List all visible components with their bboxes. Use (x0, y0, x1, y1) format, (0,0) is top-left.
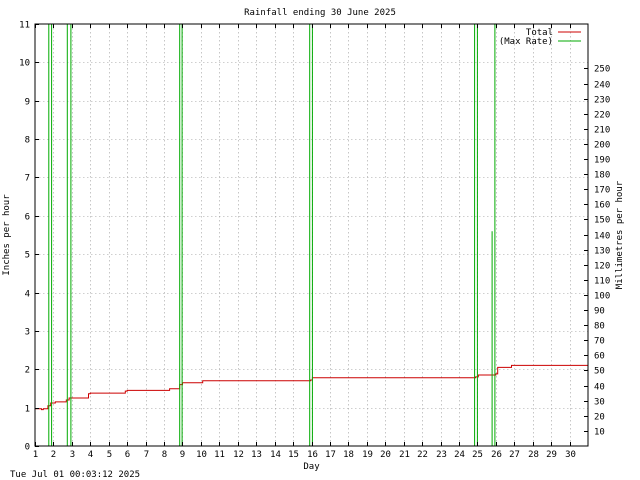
x-tick-label: 9 (180, 450, 185, 460)
y2-tick-label: 120 (594, 262, 610, 272)
y2-tick-label: 90 (594, 307, 605, 317)
y-tick-label: 7 (25, 174, 30, 184)
x-tick-label: 13 (251, 450, 262, 460)
y2-tick-label: 200 (594, 141, 610, 151)
y2-tick-label: 180 (594, 171, 610, 181)
x-tick-label: 21 (399, 450, 410, 460)
y-tick-label: 10 (19, 59, 30, 69)
x-tick-label: 5 (107, 450, 112, 460)
x-tick-label: 1 (33, 450, 38, 460)
y2-tick-label: 250 (594, 65, 610, 75)
y-tick-label: 2 (25, 366, 30, 376)
y2-tick-label: 60 (594, 352, 605, 362)
x-tick-label: 30 (565, 450, 576, 460)
y2-tick-label: 130 (594, 247, 610, 257)
x-tick-label: 10 (196, 450, 207, 460)
x-tick-label: 23 (436, 450, 447, 460)
x-tick-label: 26 (491, 450, 502, 460)
y2-axis-label: Millimetres per hour (615, 180, 625, 289)
x-tick-label: 15 (288, 450, 299, 460)
y2-tick-label: 170 (594, 186, 610, 196)
x-tick-label: 12 (233, 450, 244, 460)
y2-tick-label: 30 (594, 398, 605, 408)
x-tick-label: 29 (546, 450, 557, 460)
x-tick-label: 4 (88, 450, 93, 460)
x-tick-label: 6 (125, 450, 130, 460)
x-tick-label: 3 (70, 450, 75, 460)
y-tick-label: 1 (25, 405, 30, 415)
y-tick-label: 4 (25, 290, 30, 300)
x-axis-label: Day (303, 462, 320, 472)
y2-tick-label: 80 (594, 322, 605, 332)
y2-tick-label: 10 (594, 428, 605, 438)
x-tick-label: 17 (325, 450, 336, 460)
x-tick-label: 8 (162, 450, 167, 460)
x-tick-label: 24 (454, 450, 465, 460)
x-tick-label: 7 (144, 450, 149, 460)
y2-tick-label: 110 (594, 277, 610, 287)
y2-tick-label: 230 (594, 96, 610, 106)
x-tick-label: 25 (472, 450, 483, 460)
x-tick-label: 27 (509, 450, 520, 460)
y2-tick-label: 50 (594, 367, 605, 377)
y2-tick-label: 210 (594, 126, 610, 136)
chart-title: Rainfall ending 30 June 2025 (244, 8, 396, 18)
y2-tick-label: 100 (594, 292, 610, 302)
y-tick-label: 5 (25, 251, 30, 261)
y2-tick-label: 20 (594, 413, 605, 423)
y-tick-label: 8 (25, 136, 30, 146)
y2-tick-label: 220 (594, 111, 610, 121)
y-tick-label: 9 (25, 98, 30, 108)
y-tick-label: 6 (25, 213, 30, 223)
x-tick-label: 18 (343, 450, 354, 460)
y2-tick-label: 70 (594, 337, 605, 347)
y-tick-label: 0 (25, 443, 30, 453)
x-tick-label: 16 (307, 450, 318, 460)
y-tick-label: 11 (19, 21, 30, 31)
x-tick-label: 22 (417, 450, 428, 460)
axes: 1 2 3 4 5 6 7 8 9 10 11 12 13 14 15 16 17 18 19 20 21 22 23 24 2… (19, 21, 610, 461)
y-tick-label: 3 (25, 328, 30, 338)
x-tick-label: 14 (270, 450, 281, 460)
y-axis-label: Inches per hour (2, 194, 12, 276)
legend: Total (Max Rate) (499, 28, 581, 47)
x-tick-label: 19 (362, 450, 373, 460)
legend-label-total: Total (526, 28, 553, 38)
x-tick-label: 11 (214, 450, 225, 460)
series-layer (35, 24, 588, 446)
x-tick-label: 20 (380, 450, 391, 460)
y2-tick-label: 160 (594, 201, 610, 211)
y2-tick-label: 140 (594, 232, 610, 242)
series-total-line (35, 364, 588, 411)
y2-tick-label: 40 (594, 383, 605, 393)
legend-label-max-rate: (Max Rate) (499, 37, 553, 47)
y2-tick-label: 190 (594, 156, 610, 166)
footer-timestamp: Tue Jul 01 00:03:12 2025 (10, 470, 140, 480)
grid-lines (35, 24, 588, 446)
x-tick-label: 28 (528, 450, 539, 460)
y2-tick-label: 150 (594, 216, 610, 226)
x-tick-label: 2 (51, 450, 56, 460)
y2-tick-label: 240 (594, 81, 610, 91)
